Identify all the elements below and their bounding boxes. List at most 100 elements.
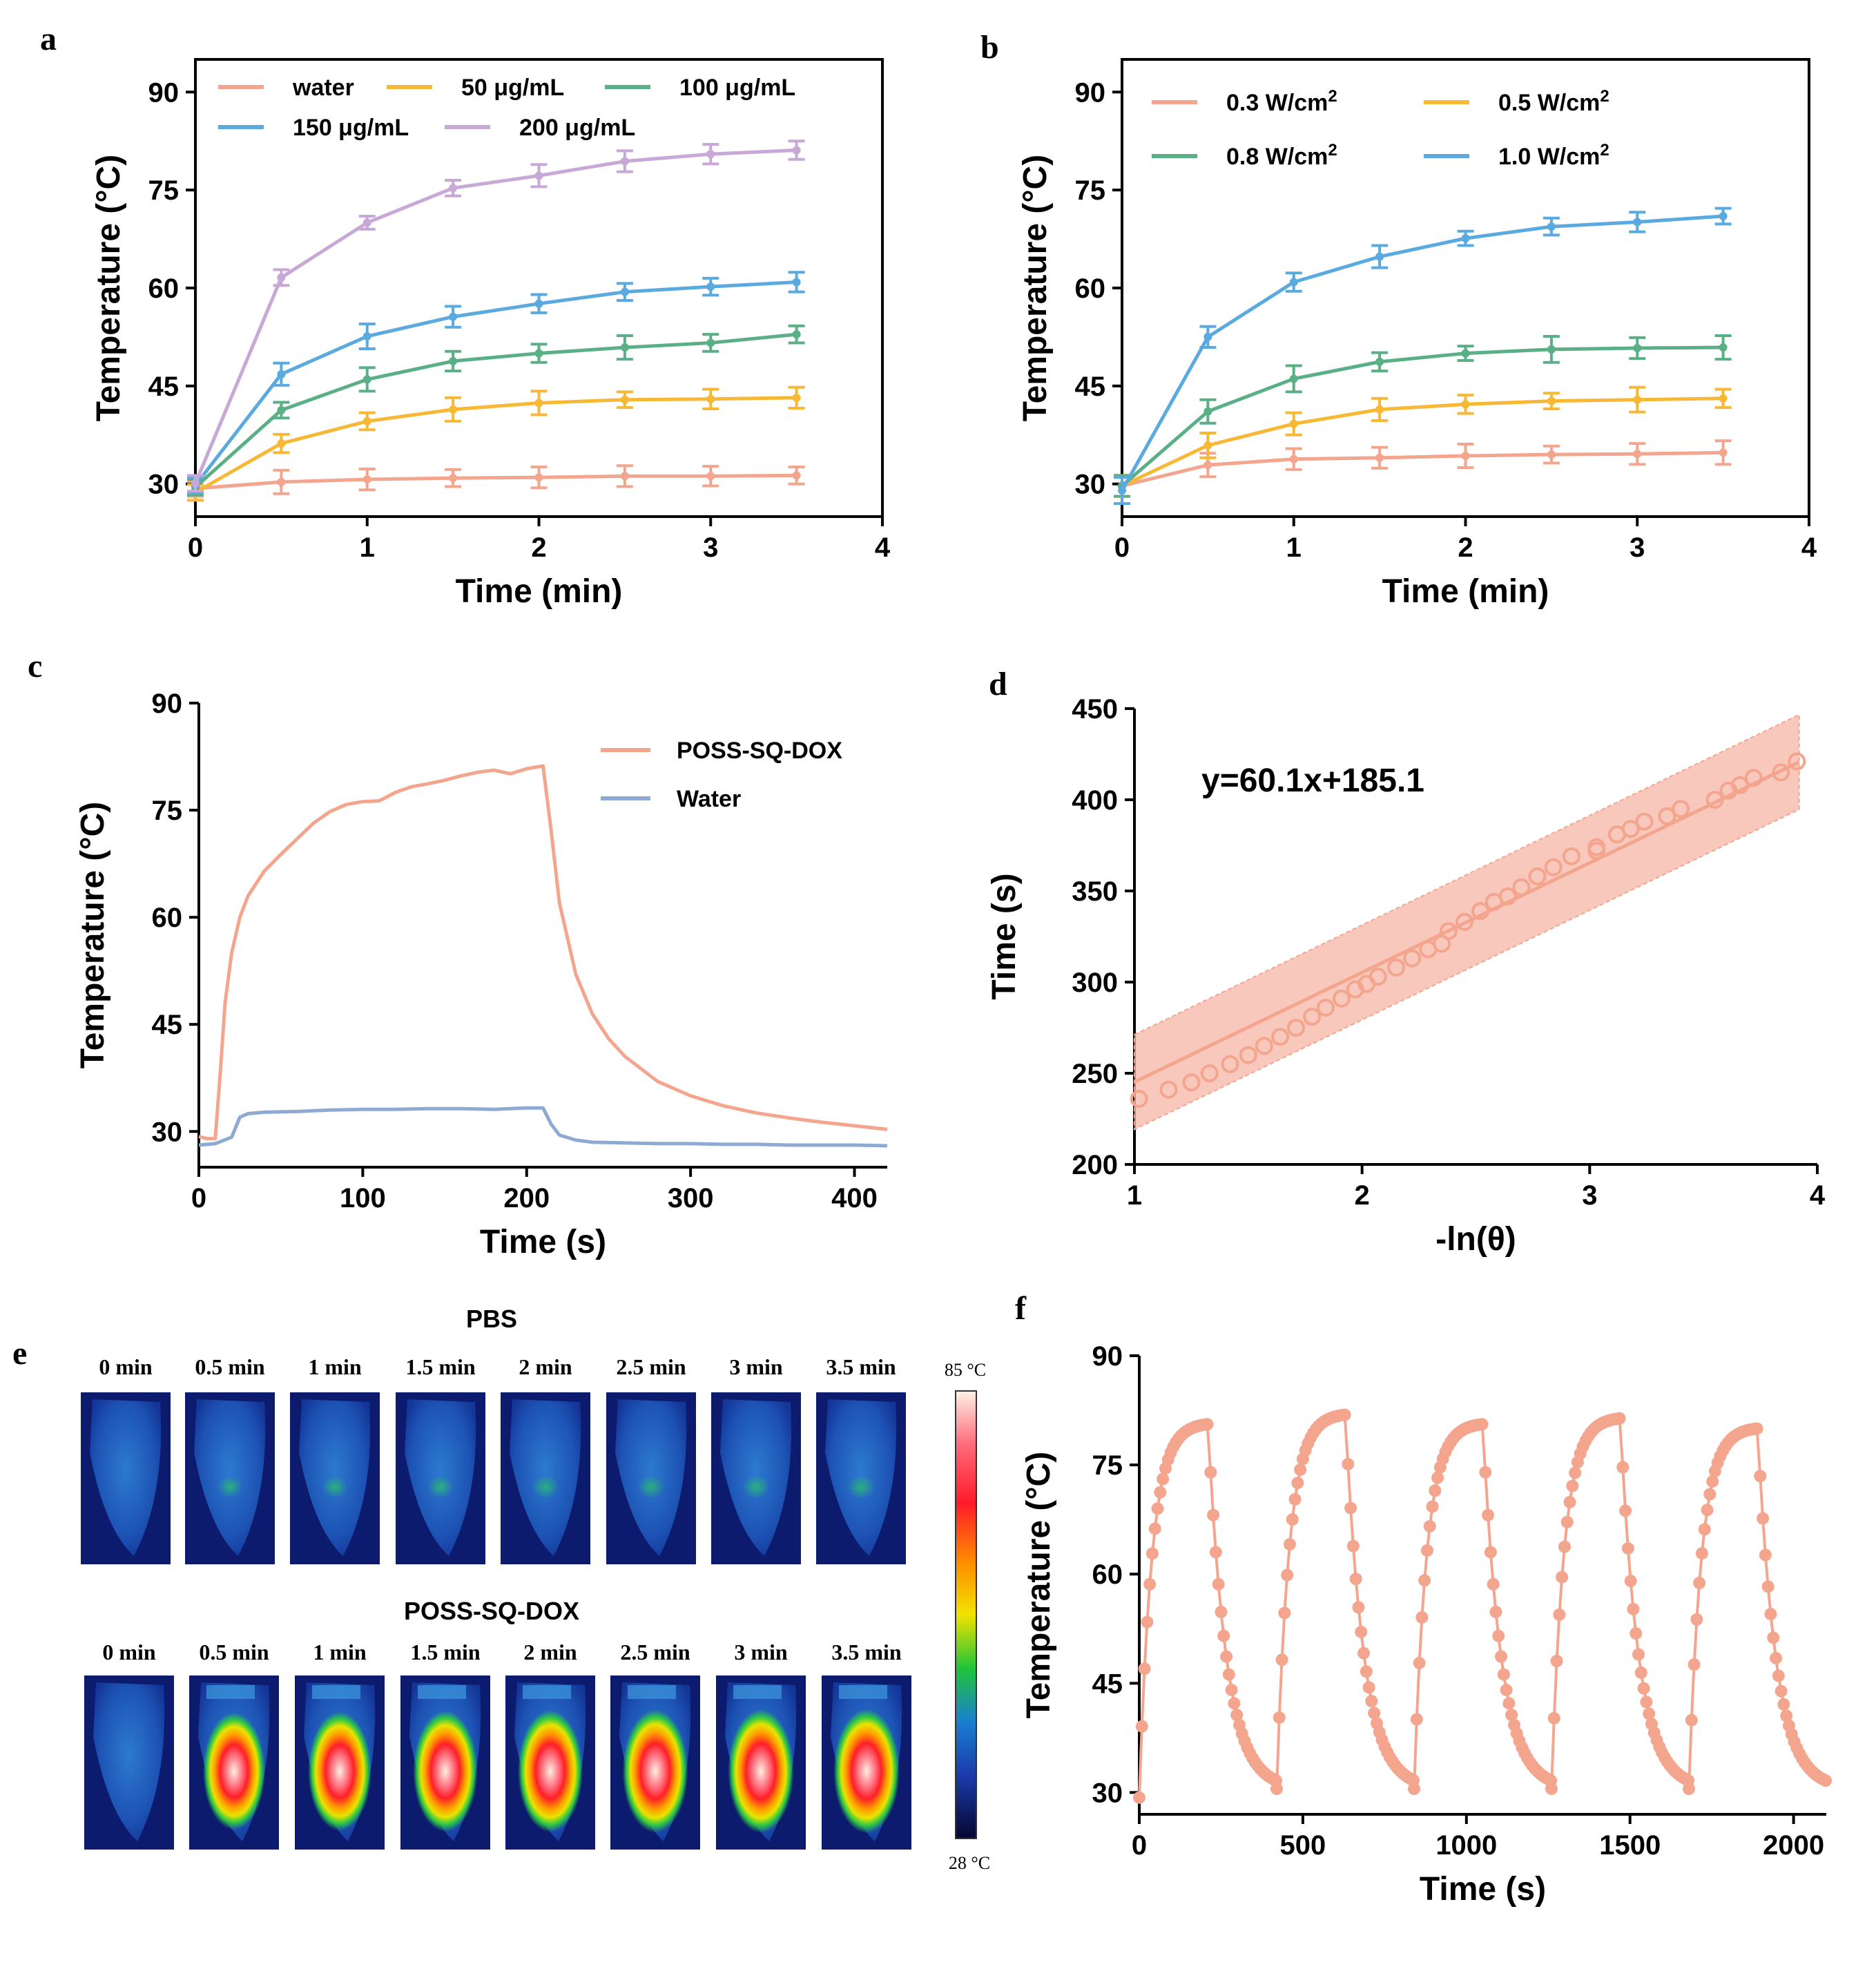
- data-point: [1624, 1575, 1637, 1588]
- data-point: [1764, 1607, 1777, 1620]
- data-point: [1643, 1707, 1656, 1720]
- data-point: [706, 472, 715, 481]
- y-tick-label: 400: [1072, 785, 1118, 816]
- series-line: [198, 1106, 888, 1148]
- colorbar-max-label: 85 °C: [945, 1360, 986, 1380]
- data-point: [792, 393, 801, 402]
- y-tick-label: 90: [1075, 77, 1106, 108]
- data-point: [1283, 1538, 1296, 1551]
- thermal-image: [295, 1675, 385, 1850]
- time-label: 1.5 min: [405, 1354, 476, 1379]
- data-point: [1141, 1615, 1154, 1629]
- series-line: [1121, 396, 1723, 488]
- legend-label: 150 μg/mL: [293, 115, 409, 141]
- legend-label: 100 μg/mL: [679, 75, 795, 101]
- data-point: [1420, 1544, 1433, 1557]
- data-point: [534, 349, 543, 358]
- thermal-image: [81, 1392, 171, 1564]
- thermal-body: [90, 1399, 162, 1556]
- thermal-rim: [733, 1685, 782, 1699]
- time-label: 1.5 min: [410, 1640, 481, 1664]
- x-tick-label: 2: [1458, 532, 1473, 563]
- data-point: [1203, 461, 1212, 470]
- thermal-row-dox: 0 min 0.5 min 1 min 1.5 min 2 min 2.5 min 3 mi…: [84, 1640, 911, 1850]
- x-tick-label: 2000: [1763, 1830, 1824, 1861]
- thermal-rim: [839, 1685, 887, 1699]
- data-point: [1209, 1546, 1222, 1559]
- data-point: [1362, 1681, 1375, 1694]
- data-point: [1130, 1089, 1148, 1108]
- data-point: [1719, 394, 1728, 403]
- data-point: [1693, 1576, 1706, 1589]
- data-point: [1487, 1577, 1500, 1591]
- data-point: [1569, 1466, 1582, 1479]
- data-point: [362, 332, 371, 340]
- data-point: [1207, 1508, 1220, 1521]
- data-point: [1695, 1547, 1708, 1560]
- data-point: [1270, 1028, 1289, 1046]
- legend-label: 0.8 W/cm2: [1226, 141, 1337, 171]
- series-line: [1121, 345, 1723, 488]
- data-point: [1495, 1650, 1508, 1663]
- thermal-image: [505, 1675, 595, 1850]
- x-tick-label: 0: [1114, 532, 1130, 563]
- y-tick-label: 30: [152, 1117, 183, 1147]
- data-point: [1547, 222, 1556, 231]
- thermal-hot-spot: [622, 1709, 688, 1833]
- data-point: [706, 282, 715, 291]
- data-point: [1415, 1611, 1429, 1624]
- time-label: 3 min: [734, 1640, 788, 1664]
- data-point: [1705, 791, 1724, 809]
- data-point: [449, 405, 458, 414]
- data-point: [1135, 1720, 1148, 1733]
- data-point: [1225, 1683, 1238, 1696]
- y-tick-label: 90: [1092, 1341, 1123, 1372]
- y-tick-label: 90: [148, 77, 180, 108]
- data-point: [1482, 1508, 1495, 1521]
- thermal-image: [711, 1392, 801, 1564]
- thermal-hot-spot: [833, 1709, 900, 1834]
- series-line: [194, 332, 797, 489]
- colorbar: [955, 1390, 977, 1839]
- legend-superscript: 2: [1328, 141, 1337, 160]
- y-tick-label: 30: [1092, 1778, 1123, 1808]
- data-point: [1545, 1783, 1558, 1796]
- y-tick-label: 250: [1072, 1059, 1118, 1089]
- data-point: [1761, 1580, 1775, 1593]
- data-point: [1349, 1573, 1362, 1586]
- data-point: [1497, 1668, 1510, 1681]
- data-point: [1461, 349, 1470, 358]
- data-point: [1332, 989, 1351, 1008]
- legend-label: 0.3 W/cm2: [1226, 87, 1337, 117]
- thermal-image: [396, 1392, 485, 1564]
- data-point: [1408, 1783, 1420, 1796]
- thermal-image: [822, 1675, 911, 1850]
- x-tick-label: 1500: [1599, 1830, 1661, 1861]
- thermal-warm-spot: [427, 1475, 454, 1499]
- data-point: [1632, 1648, 1645, 1661]
- y-tick-label: 60: [148, 273, 180, 304]
- data-point: [449, 356, 458, 365]
- legend-superscript: 2: [1600, 141, 1609, 160]
- thermal-image: [716, 1675, 806, 1850]
- data-point: [1429, 1484, 1442, 1497]
- y-tick-label: 45: [148, 372, 180, 402]
- thermal-rim: [418, 1685, 466, 1699]
- thermal-rim: [312, 1685, 360, 1699]
- data-point: [620, 287, 629, 296]
- data-point: [534, 473, 543, 482]
- data-point: [1355, 1625, 1368, 1638]
- data-point: [1563, 1495, 1576, 1508]
- data-point: [620, 343, 629, 352]
- data-point: [1547, 345, 1556, 354]
- data-point: [1423, 1519, 1436, 1533]
- thermal-panel: PBS POSS-SQ-DOX 0 min 0.5 min 1 min 1.5 min…: [81, 1305, 990, 1873]
- data-point: [1212, 1577, 1225, 1591]
- data-point: [1281, 1568, 1294, 1582]
- data-point: [1754, 1470, 1767, 1483]
- y-tick-label: 200: [1072, 1150, 1118, 1180]
- data-point: [1456, 912, 1474, 931]
- fit-line: [1133, 760, 1800, 1084]
- data-point: [1719, 448, 1728, 457]
- data-point: [1566, 1479, 1579, 1492]
